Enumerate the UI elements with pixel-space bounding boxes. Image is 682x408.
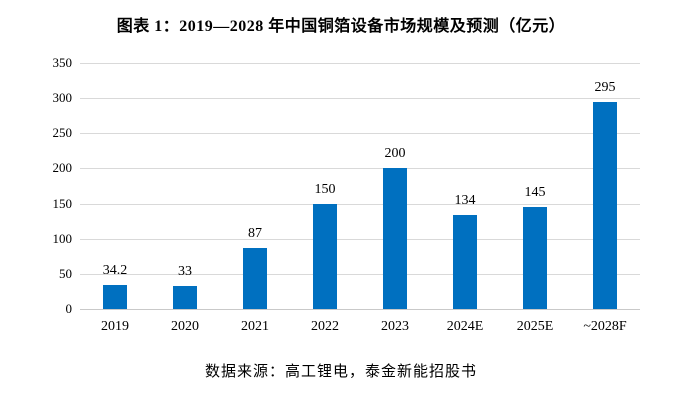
bar [383, 168, 407, 309]
chart-title: 图表 1：2019—2028 年中国铜箔设备市场规模及预测（亿元） [116, 18, 566, 35]
bar-value-label: 150 [314, 182, 336, 197]
gridline [80, 168, 640, 169]
gridline [80, 239, 640, 240]
bar-value-label: 295 [594, 80, 616, 95]
bar [453, 215, 477, 309]
gridline [80, 274, 640, 275]
y-tick-label: 0 [65, 301, 73, 316]
bar-value-label: 200 [384, 146, 406, 161]
x-tick-label: 2019 [101, 319, 129, 334]
y-tick-label: 300 [52, 90, 73, 105]
x-tick-label: 2021 [241, 319, 269, 334]
y-tick-label: 100 [52, 231, 73, 246]
bar-value-label: 87 [248, 226, 262, 241]
y-tick-label: 350 [52, 55, 73, 70]
bar [523, 207, 547, 309]
x-tick-label: 2024E [446, 319, 484, 334]
x-tick-label: ~2028F [583, 319, 627, 334]
gridline [80, 98, 640, 99]
source-note: 数据来源：高工锂电，泰金新能招股书 [204, 364, 477, 380]
bar [243, 248, 267, 309]
bar [313, 204, 337, 309]
x-tick-label: 2023 [381, 319, 409, 334]
y-tick-label: 150 [52, 196, 73, 211]
gridline [80, 63, 640, 64]
x-tick-label: 2020 [171, 319, 199, 334]
gridline [80, 133, 640, 134]
bar-value-label: 33 [178, 264, 192, 279]
bar [593, 102, 617, 309]
bar [173, 286, 197, 309]
y-tick-label: 50 [59, 266, 72, 281]
gridline [80, 309, 640, 310]
bar [103, 285, 127, 309]
bar-value-label: 134 [454, 193, 476, 208]
x-tick-label: 2025E [516, 319, 554, 334]
bar-value-label: 34.2 [102, 263, 128, 278]
bar-value-label: 145 [524, 185, 546, 200]
y-tick-label: 250 [52, 125, 73, 140]
gridline [80, 204, 640, 205]
x-tick-label: 2022 [311, 319, 339, 334]
y-tick-label: 200 [52, 160, 73, 175]
